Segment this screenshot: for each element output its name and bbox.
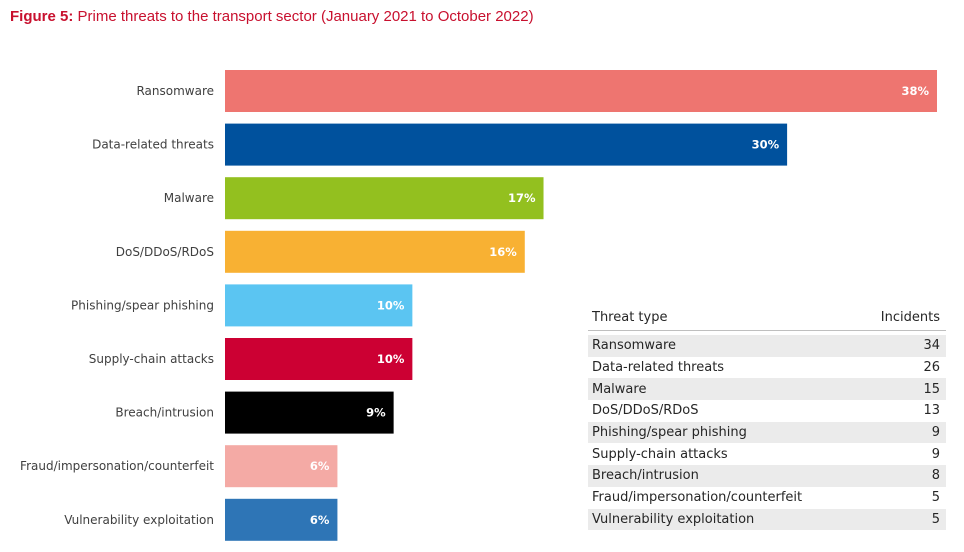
table-cell-threat-type: Ransomware bbox=[592, 338, 676, 354]
category-label: Breach/intrusion bbox=[115, 406, 214, 420]
table-cell-incidents: 9 bbox=[931, 425, 940, 441]
table-cell-incidents: 5 bbox=[931, 511, 940, 527]
table-row: Supply-chain attacks 9 bbox=[588, 443, 946, 465]
data-label: 16% bbox=[489, 245, 517, 259]
figure-label: Figure 5: bbox=[10, 8, 74, 25]
table-row: Breach/intrusion 8 bbox=[588, 465, 946, 487]
table-cell-threat-type: DoS/DDoS/RDoS bbox=[592, 403, 699, 419]
category-label: Ransomware bbox=[136, 84, 214, 98]
table-row: Data-related threats 26 bbox=[588, 357, 946, 379]
bar bbox=[225, 338, 413, 380]
table-cell-threat-type: Phishing/spear phishing bbox=[592, 425, 747, 441]
data-label: 6% bbox=[310, 459, 330, 473]
table-cell-threat-type: Breach/intrusion bbox=[592, 468, 699, 484]
table-cell-incidents: 26 bbox=[923, 360, 940, 376]
figure-title: Figure 5: Prime threats to the transport… bbox=[10, 8, 534, 25]
table-row: Malware 15 bbox=[588, 378, 946, 401]
data-label: 10% bbox=[377, 298, 405, 312]
data-label: 9% bbox=[366, 406, 386, 420]
table-row: Ransomware 34 bbox=[588, 335, 946, 357]
table-row: Fraud/impersonation/counterfeit 5 bbox=[588, 487, 946, 509]
table-cell-incidents: 8 bbox=[931, 468, 940, 484]
data-label: 38% bbox=[901, 84, 929, 98]
table-row: Vulnerability exploitation 5 bbox=[588, 508, 946, 531]
category-label: Vulnerability exploitation bbox=[64, 513, 214, 527]
category-label: Supply-chain attacks bbox=[89, 352, 214, 366]
table-cell-incidents: 34 bbox=[923, 338, 940, 354]
bar bbox=[225, 70, 937, 112]
table-cell-incidents: 13 bbox=[923, 403, 940, 419]
category-label: Fraud/impersonation/counterfeit bbox=[20, 459, 214, 473]
category-label: DoS/DDoS/RDoS bbox=[116, 245, 214, 259]
table-row: DoS/DDoS/RDoS 13 bbox=[588, 400, 946, 422]
incidents-table: Threat type Incidents Ransomware 34 Data-r… bbox=[588, 304, 946, 531]
category-label: Phishing/spear phishing bbox=[71, 298, 214, 312]
table-cell-incidents: 9 bbox=[931, 446, 940, 462]
table-cell-incidents: 15 bbox=[923, 381, 940, 397]
table-header-incidents: Incidents bbox=[880, 309, 940, 325]
bar bbox=[225, 284, 413, 327]
table-cell-incidents: 5 bbox=[931, 490, 940, 506]
table-cell-threat-type: Data-related threats bbox=[592, 360, 725, 376]
table-cell-threat-type: Supply-chain attacks bbox=[592, 446, 728, 462]
data-label: 30% bbox=[752, 138, 780, 152]
table-cell-threat-type: Fraud/impersonation/counterfeit bbox=[592, 490, 803, 506]
bar bbox=[225, 498, 338, 541]
bar bbox=[225, 391, 394, 434]
bar bbox=[225, 123, 788, 166]
table-row: Phishing/spear phishing 9 bbox=[588, 421, 946, 444]
figure-title-text: Prime threats to the transport sector (J… bbox=[77, 8, 534, 25]
bar bbox=[225, 445, 338, 488]
table-cell-threat-type: Vulnerability exploitation bbox=[592, 511, 755, 527]
table-header-threat-type: Threat type bbox=[592, 309, 668, 325]
data-label: 17% bbox=[508, 191, 536, 205]
table-header: Threat type Incidents bbox=[588, 304, 946, 331]
data-label: 10% bbox=[377, 352, 405, 366]
bar bbox=[225, 230, 525, 273]
category-label: Data-related threats bbox=[92, 138, 214, 152]
table-cell-threat-type: Malware bbox=[592, 381, 647, 397]
category-label: Malware bbox=[164, 191, 214, 205]
bar bbox=[225, 177, 544, 220]
table-body: Ransomware 34 Data-related threats 26 Malwar… bbox=[588, 335, 946, 531]
data-label: 6% bbox=[310, 513, 330, 527]
